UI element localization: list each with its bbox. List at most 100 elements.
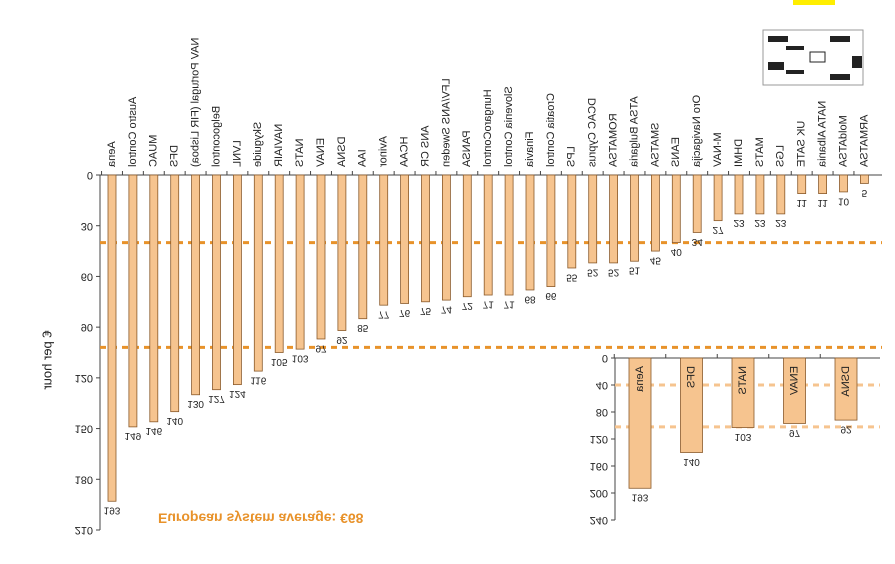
value-label: 146 xyxy=(145,425,162,436)
category-label: SMATSA xyxy=(649,123,661,168)
value-label: 77 xyxy=(378,309,390,320)
bar xyxy=(818,174,827,194)
category-label: Slovenia Control xyxy=(503,86,515,167)
bar xyxy=(731,357,755,428)
category-label: PANSA xyxy=(461,131,473,168)
bar xyxy=(680,357,703,453)
value-label: 92 xyxy=(840,423,852,434)
bar xyxy=(839,174,848,193)
bar xyxy=(253,174,263,372)
bar xyxy=(441,174,451,301)
category-label: NATA Albania xyxy=(817,101,829,168)
category-label: DCAC Cyprus xyxy=(587,98,599,168)
bar xyxy=(776,174,786,215)
category-label: DFS xyxy=(685,366,697,388)
bar xyxy=(671,174,681,244)
bar xyxy=(755,174,765,215)
y-tick-label: 160 xyxy=(590,460,608,472)
category-label: DFS xyxy=(169,145,181,167)
category-label: ENAV xyxy=(315,138,327,168)
y-tick-label: 120 xyxy=(590,433,608,445)
category-label: DSNA xyxy=(336,136,348,167)
value-label: 74 xyxy=(441,303,453,314)
value-label: 23 xyxy=(733,217,745,228)
value-label: 85 xyxy=(357,322,369,333)
category-label: Finavia xyxy=(524,132,536,168)
value-label: 10 xyxy=(838,195,850,206)
category-label: EANS xyxy=(670,137,682,167)
bar xyxy=(170,174,180,413)
value-label: 27 xyxy=(713,224,725,235)
category-label: DHMI xyxy=(733,139,745,167)
value-label: 97 xyxy=(315,342,327,353)
axis-title: € per hour xyxy=(39,330,54,390)
bar xyxy=(834,357,858,421)
value-label: 193 xyxy=(632,492,649,503)
bar xyxy=(212,174,221,391)
bar xyxy=(379,174,389,306)
bar xyxy=(734,174,744,215)
category-label: UK SATE xyxy=(796,121,808,167)
category-label: ATSA Bulgaria xyxy=(628,96,640,168)
bar xyxy=(783,357,806,424)
category-label: Aena xyxy=(634,366,646,393)
value-label: 23 xyxy=(775,217,787,228)
category-label: IAA xyxy=(357,149,369,167)
bar xyxy=(692,174,702,233)
bar xyxy=(504,174,514,296)
value-label: 92 xyxy=(336,334,348,345)
value-label: 71 xyxy=(483,298,495,309)
category-label: Aena xyxy=(106,141,118,168)
value-label: 45 xyxy=(650,254,662,265)
category-label: Belgocontrol xyxy=(210,106,222,167)
value-label: 71 xyxy=(504,298,516,309)
bar xyxy=(525,174,535,291)
category-label: ROMATSA xyxy=(608,113,620,167)
value-label: 55 xyxy=(566,271,578,282)
bar xyxy=(628,357,652,489)
category-label: MUAC xyxy=(148,135,160,167)
value-label: 52 xyxy=(587,266,599,277)
bar xyxy=(400,174,410,304)
logo xyxy=(762,29,864,86)
value-label: 140 xyxy=(683,456,700,467)
y-tick-label: 240 xyxy=(590,514,608,526)
value-label: 97 xyxy=(789,427,801,438)
bar xyxy=(337,174,347,331)
bar xyxy=(797,174,807,194)
bar xyxy=(630,174,639,262)
bar xyxy=(149,174,159,423)
y-tick-label: 210 xyxy=(75,524,93,536)
value-label: 66 xyxy=(545,290,557,301)
y-tick-label: 0 xyxy=(602,352,608,364)
y-tick-label: 30 xyxy=(81,220,93,232)
value-label: 103 xyxy=(292,352,309,363)
category-label: NATS xyxy=(737,366,749,395)
category-label: NAVIAIR xyxy=(273,124,285,167)
y-tick-label: 0 xyxy=(87,169,93,181)
y-tick-label: 40 xyxy=(596,379,608,391)
value-label: 124 xyxy=(229,388,246,399)
bar xyxy=(232,174,242,386)
bar xyxy=(191,174,201,396)
value-label: 52 xyxy=(608,266,620,277)
value-label: 103 xyxy=(735,431,752,442)
y-tick-label: 150 xyxy=(75,423,93,435)
y-tick-label: 90 xyxy=(81,321,93,333)
value-label: 40 xyxy=(671,246,683,257)
y-tick-label: 60 xyxy=(81,271,93,283)
bar xyxy=(713,174,723,222)
annotation: European system average: €68 xyxy=(158,510,364,526)
value-label: 75 xyxy=(420,305,432,316)
bar xyxy=(128,174,138,428)
value-label: 149 xyxy=(125,430,142,441)
category-label: M-NAV xyxy=(712,132,724,167)
category-label: NATS xyxy=(294,138,306,167)
y-tick-label: 120 xyxy=(75,372,93,384)
category-label: HungaroControl xyxy=(482,89,494,167)
category-label: ENAV xyxy=(788,366,800,396)
category-label: LPS xyxy=(566,146,578,167)
value-label: 116 xyxy=(250,374,266,385)
bar xyxy=(567,174,577,269)
